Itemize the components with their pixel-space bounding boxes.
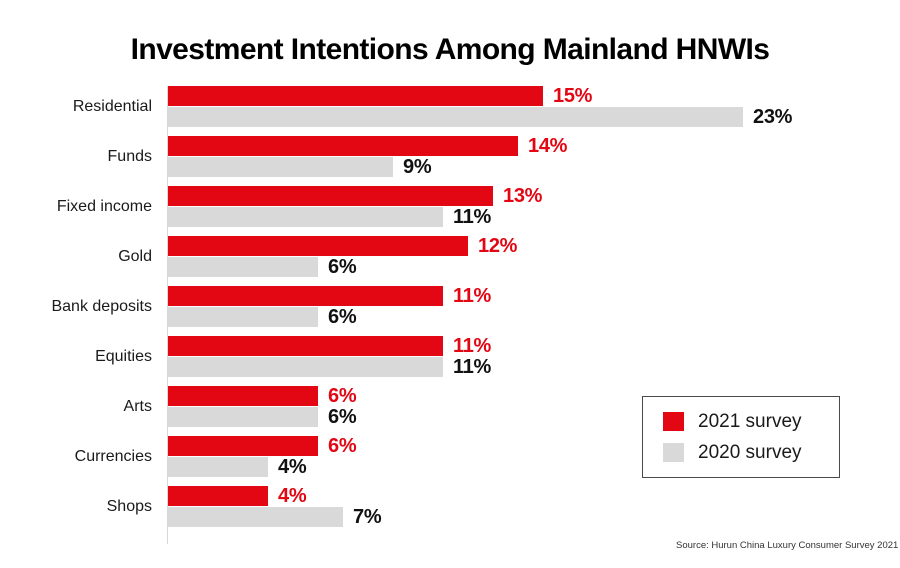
bar-2020-survey: [168, 157, 393, 177]
value-label-2021: 11%: [453, 284, 492, 307]
value-label-2020: 11%: [453, 355, 492, 378]
bar-2020-survey: [168, 407, 318, 427]
bar-2020-survey: [168, 507, 343, 527]
bar-2020-survey: [168, 307, 318, 327]
y-axis-line: [167, 86, 168, 544]
category-label: Fixed income: [56, 197, 152, 215]
legend-label-2020: 2020 survey: [698, 441, 802, 463]
value-label-2021: 4%: [278, 484, 307, 507]
category-label: Gold: [118, 247, 152, 265]
value-label-2020: 9%: [403, 155, 432, 178]
category-label: Equities: [95, 347, 152, 365]
category-label: Currencies: [74, 447, 152, 465]
bar-2021-survey: [168, 236, 468, 256]
value-label-2020: 23%: [753, 105, 793, 128]
value-label-2021: 13%: [503, 184, 543, 207]
value-label-2021: 6%: [328, 434, 357, 457]
value-label-2020: 7%: [353, 505, 382, 528]
category-label: Arts: [123, 397, 152, 415]
bar-2021-survey: [168, 86, 543, 106]
bar-2020-survey: [168, 207, 443, 227]
value-label-2020: 11%: [453, 205, 492, 228]
bar-2021-survey: [168, 486, 268, 506]
bar-2020-survey: [168, 257, 318, 277]
legend-item-2020: 2020 survey: [663, 442, 839, 464]
plot-area: 15% 23% 14% 9% 13% 11% 12% 6% 11% 6% 11% 11% 6% 6% 6% 4…: [168, 84, 792, 544]
bar-2020-survey: [168, 457, 268, 477]
category-label: Funds: [107, 147, 152, 165]
category-label: Shops: [106, 497, 152, 515]
value-label-2021: 14%: [528, 134, 568, 157]
value-label-2021: 6%: [328, 384, 357, 407]
value-label-2020: 6%: [328, 405, 357, 428]
category-label: Residential: [72, 97, 152, 115]
legend-label-2021: 2021 survey: [698, 410, 802, 432]
legend-swatch-2021-icon: [663, 412, 684, 431]
bar-2021-survey: [168, 386, 318, 406]
value-label-2020: 6%: [328, 255, 357, 278]
legend: 2021 survey 2020 survey: [642, 396, 840, 478]
value-label-2021: 11%: [453, 334, 492, 357]
source-note: Source: Hurun China Luxury Consumer Surv…: [676, 540, 899, 551]
legend-item-2021: 2021 survey: [663, 411, 839, 433]
bar-2021-survey: [168, 336, 443, 356]
legend-swatch-2020-icon: [663, 443, 684, 462]
value-label-2020: 4%: [278, 455, 307, 478]
bar-2021-survey: [168, 136, 518, 156]
bar-2020-survey: [168, 357, 443, 377]
bar-2021-survey: [168, 286, 443, 306]
bar-2020-survey: [168, 107, 743, 127]
category-labels: Residential Funds Fixed income Gold Bank dep…: [0, 86, 152, 544]
value-label-2020: 6%: [328, 305, 357, 328]
bar-2021-survey: [168, 436, 318, 456]
chart-title: Investment Intentions Among Mainland HNW…: [130, 33, 770, 66]
category-label: Bank deposits: [51, 297, 152, 315]
value-label-2021: 12%: [478, 234, 518, 257]
value-label-2021: 15%: [553, 84, 593, 107]
bar-2021-survey: [168, 186, 493, 206]
